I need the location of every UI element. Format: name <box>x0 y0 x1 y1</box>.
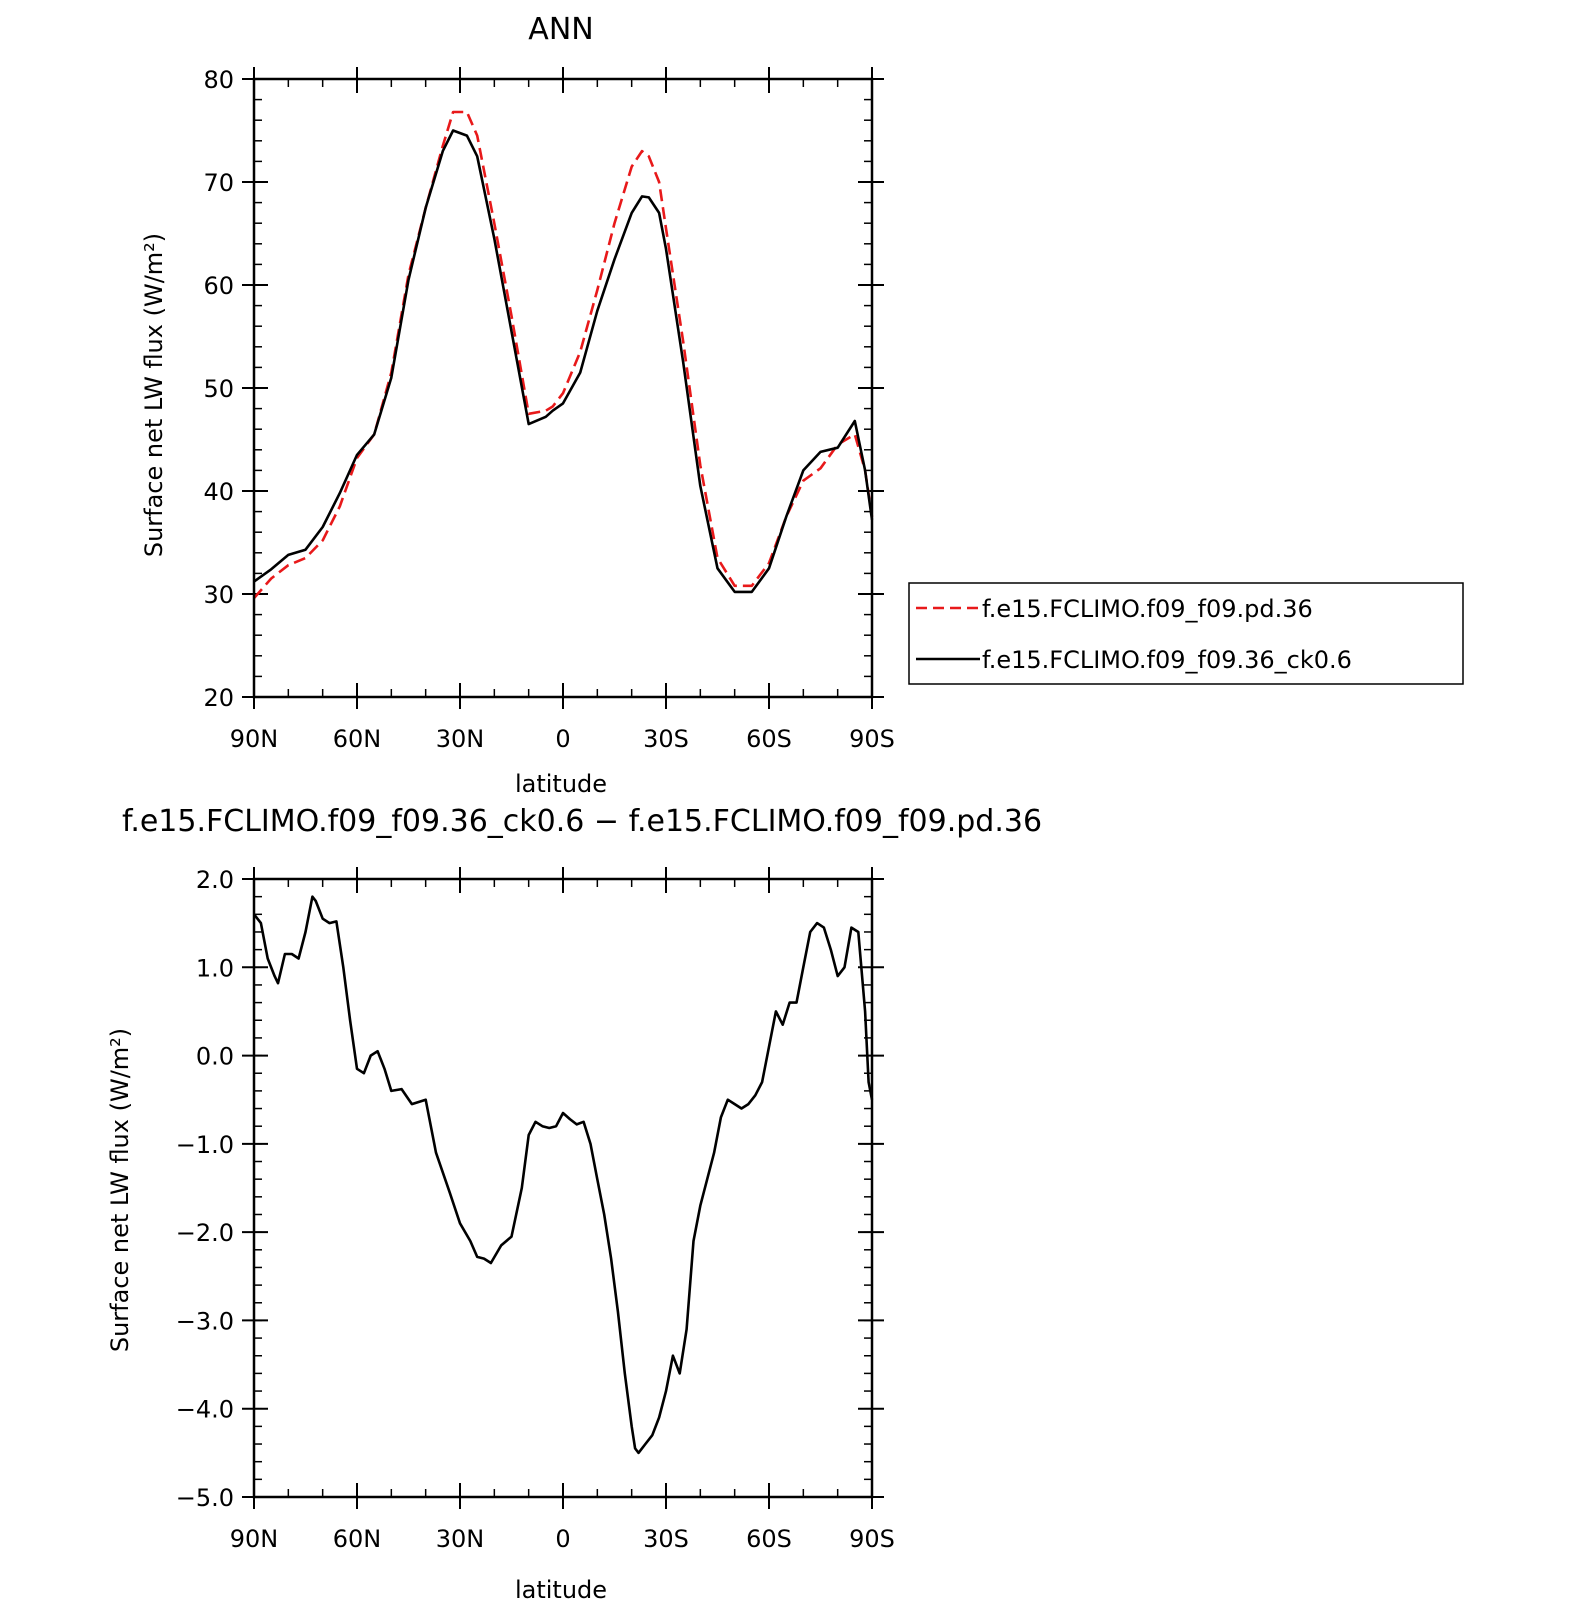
top-x-tick-label: 60N <box>333 725 382 753</box>
bottom-y-tick-label: −3.0 <box>176 1307 234 1335</box>
bottom-y-tick-label: 1.0 <box>196 954 234 982</box>
bottom-y-tick-label: −4.0 <box>176 1396 234 1424</box>
top-y-tick-label: 30 <box>203 581 234 609</box>
bottom-panel: f.e15.FCLIMO.f09_f09.36_ck0.6 − f.e15.FC… <box>106 804 1042 1602</box>
bottom-x-tick-label: 60N <box>333 1525 382 1553</box>
bottom-y-tick-label: −5.0 <box>176 1484 234 1512</box>
top-x-tick-label: 60S <box>746 725 792 753</box>
top-x-tick-label: 90S <box>849 725 895 753</box>
bottom-x-axis-label: latitude <box>515 1576 607 1602</box>
bottom-plot-frame <box>252 877 874 1499</box>
bottom-series-line-1 <box>252 895 874 1455</box>
top-series-line-1 <box>253 110 874 599</box>
bottom-y-tick-label: −1.0 <box>176 1131 234 1159</box>
bottom-y-tick-label: −2.0 <box>176 1219 234 1247</box>
top-x-tick-label: 30S <box>643 725 689 753</box>
top-y-tick-label: 50 <box>203 375 234 403</box>
bottom-x-tick-label: 90N <box>230 1525 279 1553</box>
bottom-y-tick-label: 0.0 <box>196 1043 234 1071</box>
legend-box <box>908 582 1464 685</box>
legend: f.e15.FCLIMO.f09_f09.pd.36 f.e15.FCLIMO.… <box>908 582 1464 685</box>
bottom-x-tick-label: 30N <box>436 1525 485 1553</box>
bottom-axis-ticks: 90N 60N 30N 0 30S 60S 90S 2.0 1.0 0.0 −1.0 −2.0 −3.0… <box>176 866 895 1553</box>
top-panel: ANN 90N 60N 30N 0 30S 60S 90S 20 30 40 50 60 70 80 la… <box>140 12 1464 798</box>
top-axis-ticks: 90N 60N 30N 0 30S 60S 90S 20 30 40 50 60 70 80 <box>203 66 894 753</box>
top-y-tick-label: 80 <box>203 66 234 94</box>
top-plot-title: ANN <box>528 12 593 47</box>
bottom-x-tick-label: 30S <box>643 1525 689 1553</box>
top-y-tick-label: 40 <box>203 478 234 506</box>
top-y-tick-label: 20 <box>203 684 234 712</box>
bottom-plot-title: f.e15.FCLIMO.f09_f09.36_ck0.6 − f.e15.FC… <box>122 804 1042 839</box>
top-x-tick-label: 30N <box>436 725 485 753</box>
top-y-tick-label: 70 <box>203 169 234 197</box>
top-x-tick-label: 90N <box>230 725 279 753</box>
bottom-x-tick-label: 60S <box>746 1525 792 1553</box>
bottom-x-tick-label: 90S <box>849 1525 895 1553</box>
bottom-x-tick-label: 0 <box>555 1525 570 1553</box>
legend-label-series-2: f.e15.FCLIMO.f09_f09.36_ck0.6 <box>982 646 1352 674</box>
top-y-axis-label: Surface net LW flux (W/m²) <box>140 233 168 557</box>
top-series-line-2 <box>253 129 874 594</box>
top-x-tick-label: 0 <box>555 725 570 753</box>
bottom-series-lines <box>252 895 874 1455</box>
top-series-lines <box>253 110 874 599</box>
legend-label-series-1: f.e15.FCLIMO.f09_f09.pd.36 <box>982 595 1313 623</box>
top-x-axis-label: latitude <box>515 770 607 798</box>
bottom-y-axis-label: Surface net LW flux (W/m²) <box>106 1028 134 1352</box>
top-plot-frame <box>252 77 874 699</box>
bottom-y-tick-label: 2.0 <box>196 866 234 894</box>
top-y-tick-label: 60 <box>203 272 234 300</box>
